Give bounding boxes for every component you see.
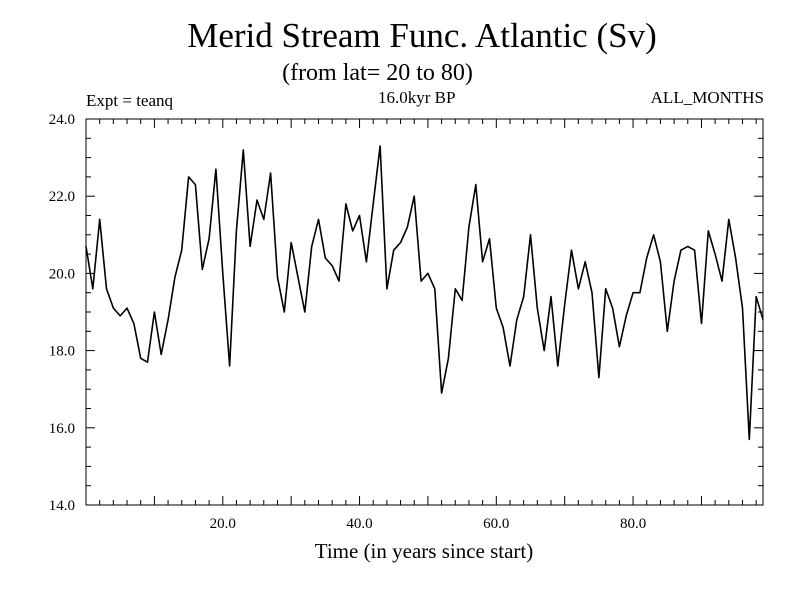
y-tick-label: 22.0 xyxy=(49,189,75,205)
y-tick-label: 18.0 xyxy=(49,344,75,360)
axis-ticks xyxy=(86,118,763,506)
plot-frame xyxy=(85,118,764,506)
x-tick-label: 20.0 xyxy=(210,516,236,532)
chart-title: Merid Stream Func. Atlantic (Sv) xyxy=(187,16,657,55)
y-tick-label: 24.0 xyxy=(49,112,75,128)
axis-tick-labels: 14.0 16.0 18.0 20.0 22.0 24.0 20.0 40.0 60.0 80.0 xyxy=(49,112,646,532)
period-label: ALL_MONTHS xyxy=(650,88,764,107)
x-tick-label: 60.0 xyxy=(483,516,509,532)
y-tick-label: 16.0 xyxy=(49,421,75,437)
x-tick-label: 40.0 xyxy=(346,516,372,532)
x-tick-label: 80.0 xyxy=(620,516,646,532)
series-line xyxy=(85,145,764,441)
y-tick-label: 14.0 xyxy=(49,498,75,514)
experiment-label: Expt = teanq xyxy=(86,91,174,110)
x-axis-label: Time (in years since start) xyxy=(314,539,534,563)
chart-subtitle: (from lat= 20 to 80) xyxy=(282,60,473,86)
era-label: 16.0kyr BP xyxy=(378,88,456,107)
y-tick-label: 20.0 xyxy=(49,266,75,282)
